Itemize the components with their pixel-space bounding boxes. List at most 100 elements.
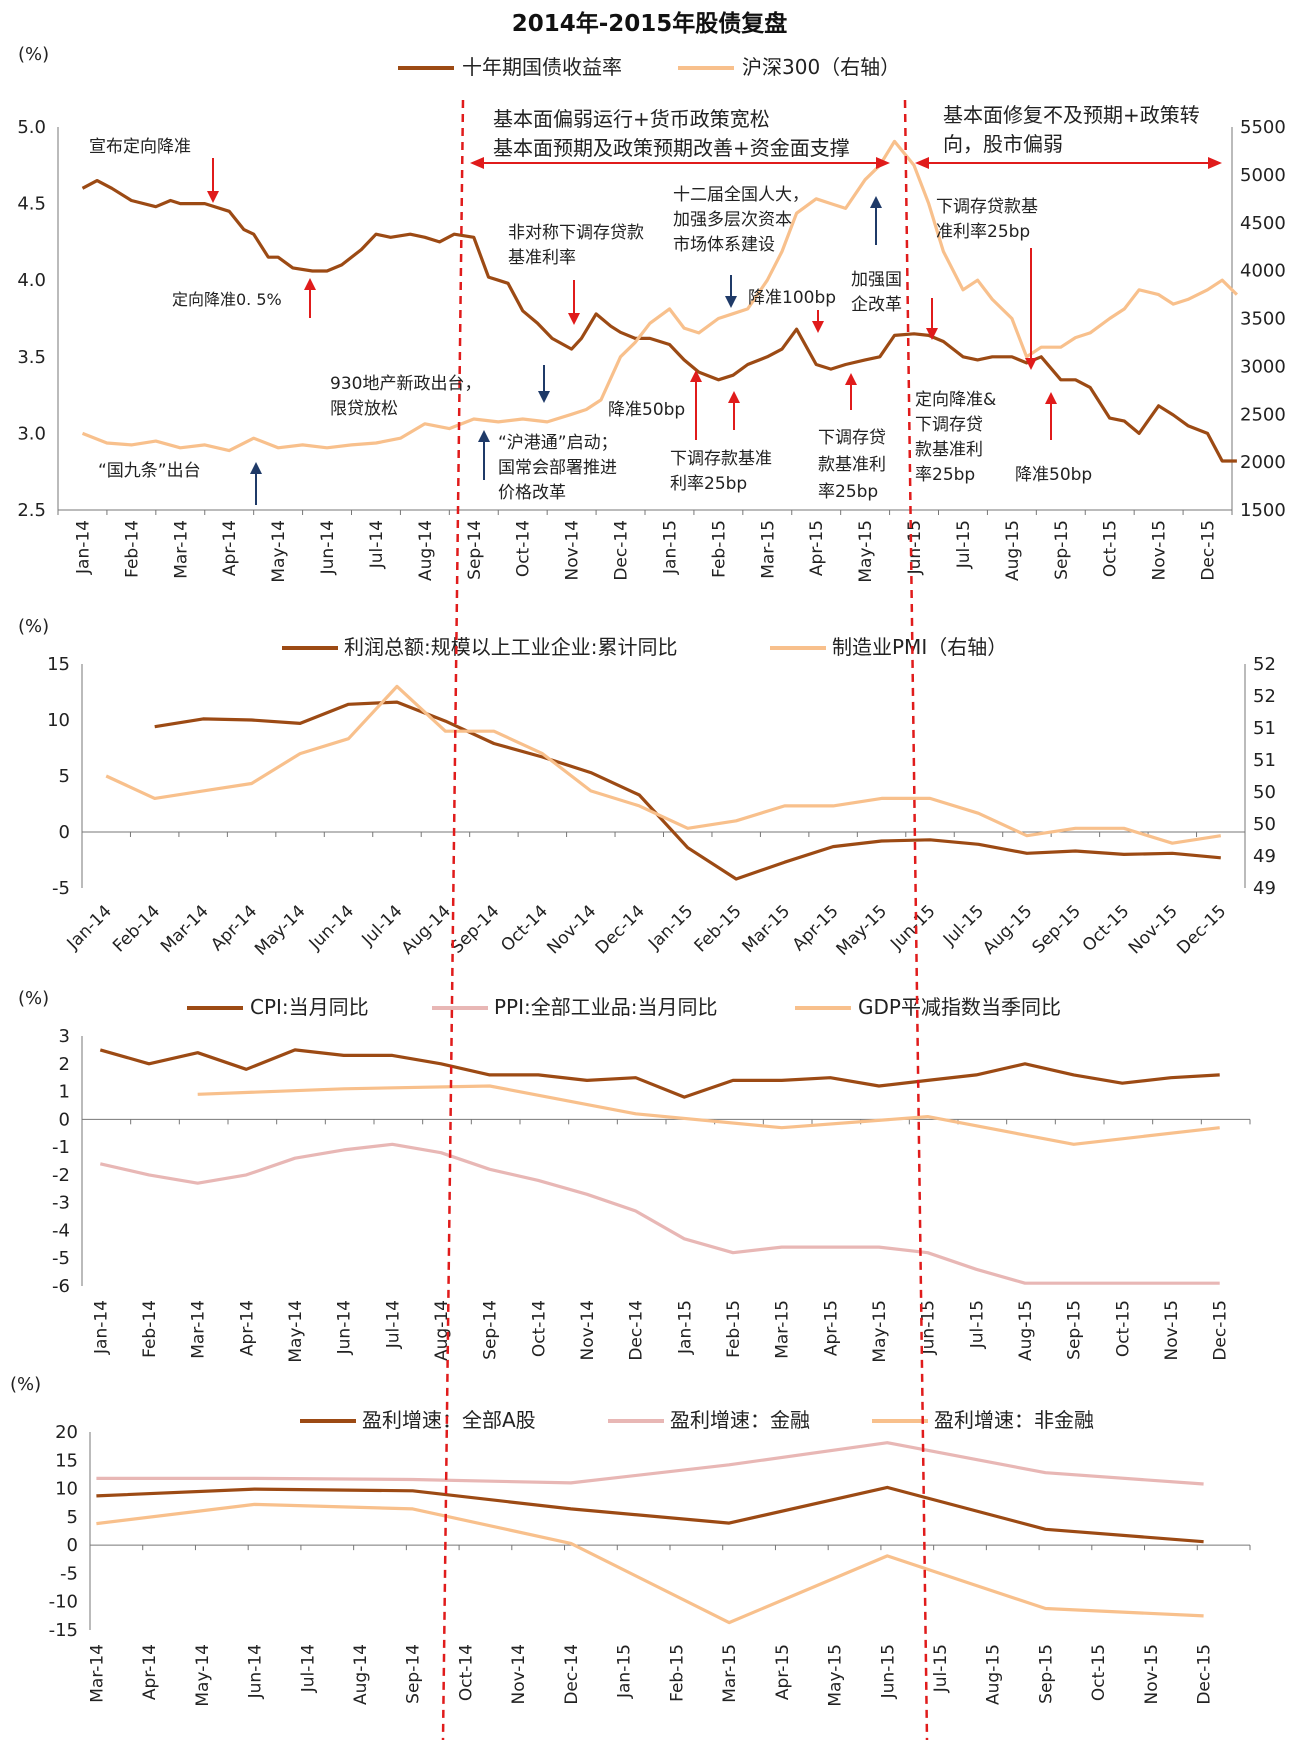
event-arrow-1-head (207, 191, 219, 203)
panel2-x-tick-label: Jan-15 (644, 901, 697, 954)
panel3-y-tick-label: -4 (52, 1220, 70, 1241)
panel2-x-tick-label: Mar-15 (738, 901, 794, 957)
panel3-x-tick-label: Nov-14 (578, 1300, 598, 1361)
panel3-x-tick-label: May-14 (286, 1300, 306, 1363)
panel2-y2-tick-label: 51 (1253, 750, 1276, 771)
panel4-series-line-2 (96, 1441, 1204, 1486)
panel3-series-line-1 (99, 1048, 1220, 1099)
panel1-x-tick-label: Jul-15 (954, 520, 974, 569)
panel2-x-tick-label: Jun-15 (886, 901, 939, 954)
phase2-label-line-1: 基本面预期及政策预期改善+资金面支撑 (493, 136, 850, 160)
panel2-legend-label-2: 制造业PMI（右轴） (832, 635, 1007, 659)
annotation-3: “国九条”出台 (98, 461, 201, 481)
panel3-x-tick-label: Apr-15 (821, 1300, 841, 1356)
annotation-11-line-1: 款基准利 (818, 455, 886, 475)
panel4-x-tick-label: Jun-15 (878, 1644, 898, 1699)
panel1-series-line-1 (81, 179, 1237, 463)
panel1-x-tick-label: Apr-15 (807, 520, 827, 576)
panel2-x-tick-label: Mar-14 (157, 901, 213, 957)
panel3-x-tick-label: May-15 (870, 1300, 890, 1363)
annotation-13-line-1: 准利率25bp (936, 222, 1030, 242)
panel1-x-tick-label: Nov-14 (563, 520, 583, 581)
panel1-y2-tick-label: 2000 (1240, 452, 1286, 473)
panel3-x-tick-label: Aug-14 (432, 1300, 452, 1361)
panel3-y-tick-label: -3 (52, 1193, 70, 1214)
event-arrow-5-head (538, 391, 550, 403)
panel3-legend-label-3: GDP平减指数当季同比 (858, 995, 1061, 1019)
panel4-x-tick-label: Sep-14 (404, 1644, 424, 1704)
panel1-y2-tick-label: 1500 (1240, 500, 1286, 521)
phase2-arrow-head-left (470, 157, 484, 169)
panel2-y2-tick-label: 52 (1253, 654, 1276, 675)
panel1-x-tick-label: Mar-15 (758, 520, 778, 579)
phase3-arrow-head-right (1208, 157, 1222, 169)
panel3-x-tick-label: Mar-14 (189, 1300, 209, 1359)
panel1-x-tick-label: May-15 (856, 520, 876, 583)
panel1-x-tick-label: Aug-14 (416, 520, 436, 581)
panel4-y-tick-label: 10 (55, 1479, 78, 1500)
event-arrow-4-head (478, 430, 490, 442)
panel2-x-tick-label: Nov-14 (543, 901, 600, 958)
event-arrow-8-head (728, 391, 740, 403)
panel2-y-tick-label: -5 (52, 878, 70, 899)
event-arrow-15-head (1045, 392, 1057, 404)
panel1-x-tick-label: Jun-15 (905, 520, 925, 575)
panel4-x-tick-label: Apr-14 (140, 1644, 160, 1700)
panel1-x-tick-label: Jun-14 (318, 520, 338, 575)
panel4-x-tick-label: Apr-15 (773, 1644, 793, 1700)
panel3-x-tick-label: Dec-15 (1211, 1300, 1231, 1361)
panel2-y2-tick-label: 51 (1253, 718, 1276, 739)
panel3-x-tick-label: Apr-14 (237, 1300, 257, 1356)
panel4-x-tick-label: Nov-14 (509, 1644, 529, 1705)
event-arrow-10-head (812, 321, 824, 333)
panel2-x-tick-label: Feb-15 (691, 901, 746, 956)
panel3-x-tick-label: Dec-14 (627, 1300, 647, 1361)
annotation-14-line-3: 率25bp (915, 465, 975, 485)
panel4-unit-label: (%) (10, 1374, 41, 1395)
panel4-x-tick-label: Dec-15 (1195, 1644, 1215, 1705)
panel3-x-tick-label: Mar-15 (773, 1300, 793, 1359)
panel3-y-tick-label: 2 (59, 1054, 70, 1075)
panel1-series-line-2 (81, 139, 1239, 453)
panel2-x-tick-label: Dec-14 (592, 901, 649, 958)
panel2-x-tick-label: Oct-15 (1079, 901, 1134, 956)
panel1-x-tick-label: Sep-14 (465, 520, 485, 580)
event-arrow-6-head (568, 313, 580, 325)
event-arrow-12-head (870, 196, 882, 208)
panel1-y2-tick-label: 2500 (1240, 404, 1286, 425)
panel4-x-tick-label: May-14 (193, 1644, 213, 1707)
phase3-label-line-1: 向，股市偏弱 (943, 132, 1063, 156)
panel4-x-tick-label: Dec-14 (562, 1644, 582, 1705)
panel2-x-tick-label: Sep-14 (447, 901, 503, 957)
panel2-x-tick-label: Dec-15 (1173, 901, 1230, 958)
annotation-6-line-0: 非对称下调存贷款 (508, 223, 644, 243)
panel2-y-tick-label: 10 (47, 710, 70, 731)
panel1-x-tick-label: May-14 (269, 520, 289, 583)
panel4-x-tick-label: Jun-14 (246, 1644, 266, 1699)
panel1-x-tick-label: Oct-14 (514, 520, 534, 577)
panel2-x-tick-label: Feb-14 (109, 901, 164, 956)
panel3-legend-label-2: PPI:全部工业品:当月同比 (494, 995, 718, 1019)
panel2-y2-tick-label: 50 (1253, 782, 1276, 803)
panel3-x-tick-label: Feb-15 (724, 1300, 744, 1358)
panel2-x-tick-label: May-14 (251, 901, 309, 959)
panel1-y2-tick-label: 4000 (1240, 261, 1286, 282)
panel3-legend-label-1: CPI:当月同比 (250, 995, 369, 1019)
panel3-y-tick-label: -1 (52, 1137, 70, 1158)
panel3-x-tick-label: Sep-15 (1065, 1300, 1085, 1360)
panel1-x-tick-label: Dec-15 (1199, 520, 1219, 581)
panel2-y2-tick-label: 49 (1253, 846, 1276, 867)
annotation-4-line-1: 限贷放松 (330, 399, 398, 419)
annotation-1: 宣布定向降准 (89, 137, 191, 157)
panel3-x-tick-label: Aug-15 (1016, 1300, 1036, 1361)
panel4-y-tick-label: -5 (60, 1563, 78, 1584)
annotation-14-line-0: 定向降准& (915, 390, 996, 410)
panel3-y-tick-label: 3 (59, 1026, 70, 1047)
annotation-8-line-1: 利率25bp (670, 474, 747, 494)
panel2-legend-label-1: 利润总额:规模以上工业企业:累计同比 (344, 635, 677, 659)
panel2-x-tick-label: Jan-14 (63, 901, 116, 954)
panel1-y-tick-label: 3.5 (17, 347, 46, 368)
annotation-9-line-2: 市场体系建设 (673, 235, 775, 255)
panel3-series-line-2 (99, 1142, 1220, 1285)
